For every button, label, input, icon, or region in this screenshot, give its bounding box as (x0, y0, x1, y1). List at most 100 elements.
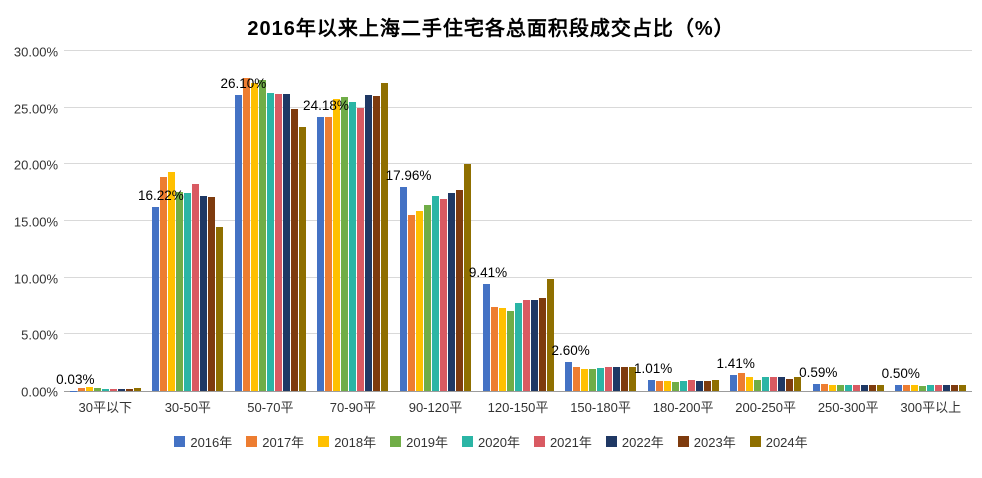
bar (927, 385, 935, 391)
data-label: 26.10% (220, 76, 267, 92)
legend-swatch-icon (462, 436, 474, 447)
bar (333, 98, 341, 391)
bar-group: 9.41% (469, 52, 560, 391)
gridline (64, 276, 972, 278)
bar (895, 385, 903, 391)
legend-label: 2019年 (406, 435, 449, 450)
bar (629, 366, 637, 391)
data-label: 0.59% (799, 365, 838, 381)
bar (538, 298, 546, 391)
legend-item: 2024年 (749, 432, 808, 451)
x-axis-category-label: 250-300平 (817, 400, 879, 415)
legend-label: 2016年 (190, 435, 233, 450)
bar (613, 367, 621, 391)
x-axis-category-label: 30-50平 (164, 400, 211, 415)
legend-swatch-icon (174, 436, 186, 447)
bar (258, 80, 266, 391)
bar (836, 385, 844, 391)
bar (565, 361, 573, 391)
y-axis-tick-label: 0.00% (21, 384, 58, 400)
bar (663, 381, 671, 391)
bar (605, 367, 613, 391)
bar (852, 385, 860, 391)
bar (514, 302, 522, 391)
bar (208, 197, 216, 391)
chart-title: 2016年以来上海二手住宅各总面积段成交占比（%） (247, 18, 735, 40)
bar (125, 388, 133, 391)
bar (101, 388, 109, 391)
bar (911, 385, 919, 391)
bar (581, 369, 589, 391)
bar (703, 380, 711, 391)
bar (655, 380, 663, 391)
bar (250, 82, 258, 391)
bar (812, 384, 820, 391)
bar (439, 199, 447, 391)
legend-item: 2021年 (533, 432, 592, 451)
bar (447, 192, 455, 391)
bar (381, 82, 389, 391)
bar (903, 384, 911, 391)
bar (687, 379, 695, 391)
bar (431, 196, 439, 391)
bar (117, 389, 125, 391)
bar (647, 379, 655, 391)
bar (274, 94, 282, 391)
legend-swatch-icon (318, 436, 330, 447)
plot-area: 0.03% 16.22% 26.10% 24.18% 17.96% 9.41% 2.60% 1… (56, 50, 972, 392)
bar (266, 92, 274, 391)
bar (786, 378, 794, 391)
bar (679, 380, 687, 391)
bar (234, 95, 242, 391)
x-axis-category-label: 70-90平 (329, 400, 377, 415)
bar (597, 368, 605, 391)
bar (770, 377, 778, 391)
bar (242, 78, 250, 391)
legend-swatch-icon (246, 436, 258, 447)
bar (530, 300, 538, 391)
gridline (64, 163, 972, 165)
bar (176, 191, 184, 391)
bar (282, 94, 290, 391)
y-axis-tick-label: 10.00% (13, 271, 58, 287)
bar (85, 387, 93, 391)
data-label: 1.01% (634, 360, 673, 376)
x-axis-category-label: 30平以下 (78, 400, 132, 415)
legend-item: 2023年 (677, 432, 736, 451)
bar (746, 377, 754, 391)
legend-item: 2020年 (462, 432, 520, 451)
x-axis: 30平以下 30-50平 50-70平 70-90平 90-120平 120-150平 15… (64, 397, 972, 416)
bar (192, 183, 200, 391)
bar-group: 0.50% (882, 52, 972, 391)
bar (711, 379, 719, 391)
x-axis-category-label: 180-200平 (652, 400, 714, 415)
bar (695, 380, 703, 391)
bar (109, 388, 117, 391)
legend-label: 2021年 (549, 435, 592, 450)
bar (762, 377, 770, 391)
bar (522, 300, 530, 391)
legend-swatch-icon (605, 436, 617, 447)
legend-swatch-icon (533, 436, 545, 447)
bar (506, 310, 514, 391)
bar (754, 379, 762, 391)
data-label: 1.41% (716, 356, 755, 372)
legend-item: 2022年 (605, 432, 664, 451)
gridline (64, 220, 972, 221)
legend-swatch-icon (390, 436, 402, 447)
x-axis-category-label: 90-120平 (408, 400, 463, 415)
bar (152, 207, 160, 391)
bar (828, 384, 836, 391)
legend-swatch-icon (749, 436, 761, 447)
y-axis-tick-label: 20.00% (13, 157, 58, 173)
bar-group: 24.18% (303, 52, 395, 391)
bar (455, 190, 463, 391)
bar (959, 385, 967, 391)
bar (463, 164, 471, 391)
bar (133, 387, 141, 391)
bar-group: 0.03% (56, 52, 147, 391)
bar (93, 388, 101, 391)
bar (160, 176, 168, 391)
bar-group: 16.22% (138, 52, 230, 391)
y-axis: 0.00% 5.00% 10.00% 15.00% 20.00% 25.00% 30.00% (6, 45, 64, 400)
